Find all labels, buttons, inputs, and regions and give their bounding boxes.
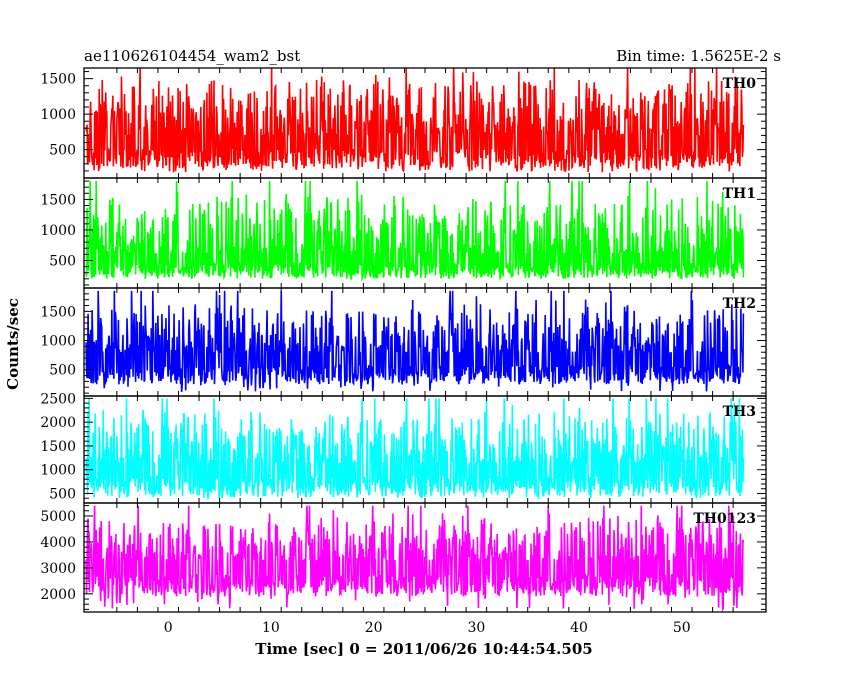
y-tick-label: 1000 <box>40 223 76 239</box>
x-tick-label: 20 <box>365 620 383 636</box>
panel-th2: 500 1000 1500 TH2 <box>40 287 767 397</box>
y-tick-label: 500 <box>49 363 76 379</box>
title-left: ae110626104454_wam2_bst <box>84 47 300 65</box>
y-tick-label: 3000 <box>40 561 76 577</box>
panel-label: TH2 <box>723 296 756 312</box>
x-axis-label: Time [sec] 0 = 2011/06/26 10:44:54.505 <box>255 640 592 658</box>
y-tick-label: 1500 <box>40 192 76 208</box>
y-tick-label: 1500 <box>40 439 76 455</box>
panel-th3: 500 1000 1500 2000 2500 TH3 <box>40 391 767 504</box>
x-tick-label: 0 <box>164 620 173 636</box>
panel-th0123: 2000 3000 4000 5000 TH0123 <box>40 502 767 613</box>
y-tick-label: 1000 <box>40 107 76 123</box>
y-axis-label: Counts/sec <box>4 298 22 390</box>
y-tick-label: 1000 <box>40 463 76 479</box>
y-tick-label: 500 <box>49 486 76 502</box>
y-tick-label: 1500 <box>40 72 76 88</box>
y-tick-label: 2000 <box>40 415 76 431</box>
y-tick-label: 500 <box>49 254 76 270</box>
panel-th1: 500 1000 1500 TH1 <box>40 177 767 289</box>
series-th1 <box>85 181 745 282</box>
x-tick-label: 40 <box>570 620 588 636</box>
panel-label: TH0123 <box>693 511 756 527</box>
y-tick-label: 1500 <box>40 304 76 320</box>
panel-th0: 500 1000 1500 TH0 <box>40 67 767 179</box>
panel-label: TH0 <box>723 76 757 92</box>
y-tick-label: 2500 <box>40 391 76 407</box>
x-tick-label: 30 <box>467 620 485 636</box>
panel-label: TH1 <box>723 186 756 202</box>
title-right: Bin time: 1.5625E-2 s <box>616 47 781 65</box>
series-th2 <box>85 290 745 392</box>
x-tick-labels: 0 10 20 30 40 50 <box>164 620 691 636</box>
series-th0 <box>85 68 745 173</box>
y-tick-label: 1000 <box>40 334 76 350</box>
series-th0123 <box>85 505 745 612</box>
y-tick-label: 2000 <box>40 587 76 603</box>
y-tick-label: 500 <box>49 143 76 159</box>
series-th3 <box>85 398 745 501</box>
y-tick-label: 5000 <box>40 509 76 525</box>
x-tick-label: 50 <box>673 620 691 636</box>
y-tick-label: 4000 <box>40 535 76 551</box>
x-tick-label: 10 <box>262 620 280 636</box>
panel-label: TH3 <box>723 404 756 420</box>
